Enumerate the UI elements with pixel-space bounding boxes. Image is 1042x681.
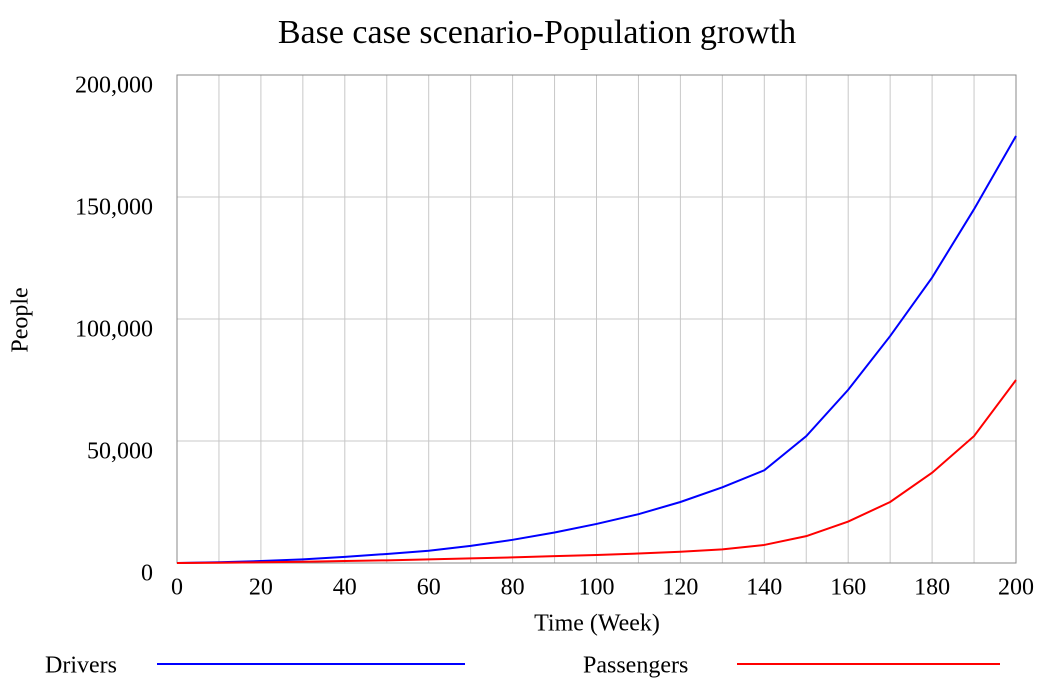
x-tick-label: 160 [830, 575, 866, 601]
x-tick-label: 80 [501, 575, 525, 601]
x-tick-label: 140 [746, 575, 782, 601]
y-tick-label: 100,000 [75, 317, 153, 343]
series-line [176, 379, 1017, 564]
y-tick-label: 0 [141, 561, 153, 587]
x-tick-label: 120 [662, 575, 698, 601]
chart-title: Base case scenario-Population growth [278, 14, 796, 51]
plot-frame [176, 74, 1017, 564]
x-axis-label: Time (Week) [534, 611, 660, 637]
y-tick-label: 150,000 [75, 195, 153, 221]
x-tick-label: 0 [171, 575, 183, 601]
legend-label: Passengers [583, 653, 688, 679]
x-tick-label: 180 [914, 575, 950, 601]
y-tick-label: 50,000 [87, 439, 153, 465]
x-tick-label: 100 [579, 575, 615, 601]
x-tick-label: 60 [417, 575, 441, 601]
y-axis-label: People [8, 287, 34, 352]
legend-label: Drivers [45, 653, 117, 679]
y-tick-label: 200,000 [75, 73, 153, 99]
x-tick-label: 40 [333, 575, 357, 601]
series-line [176, 135, 1017, 564]
x-tick-label: 200 [998, 575, 1034, 601]
x-tick-label: 20 [249, 575, 273, 601]
